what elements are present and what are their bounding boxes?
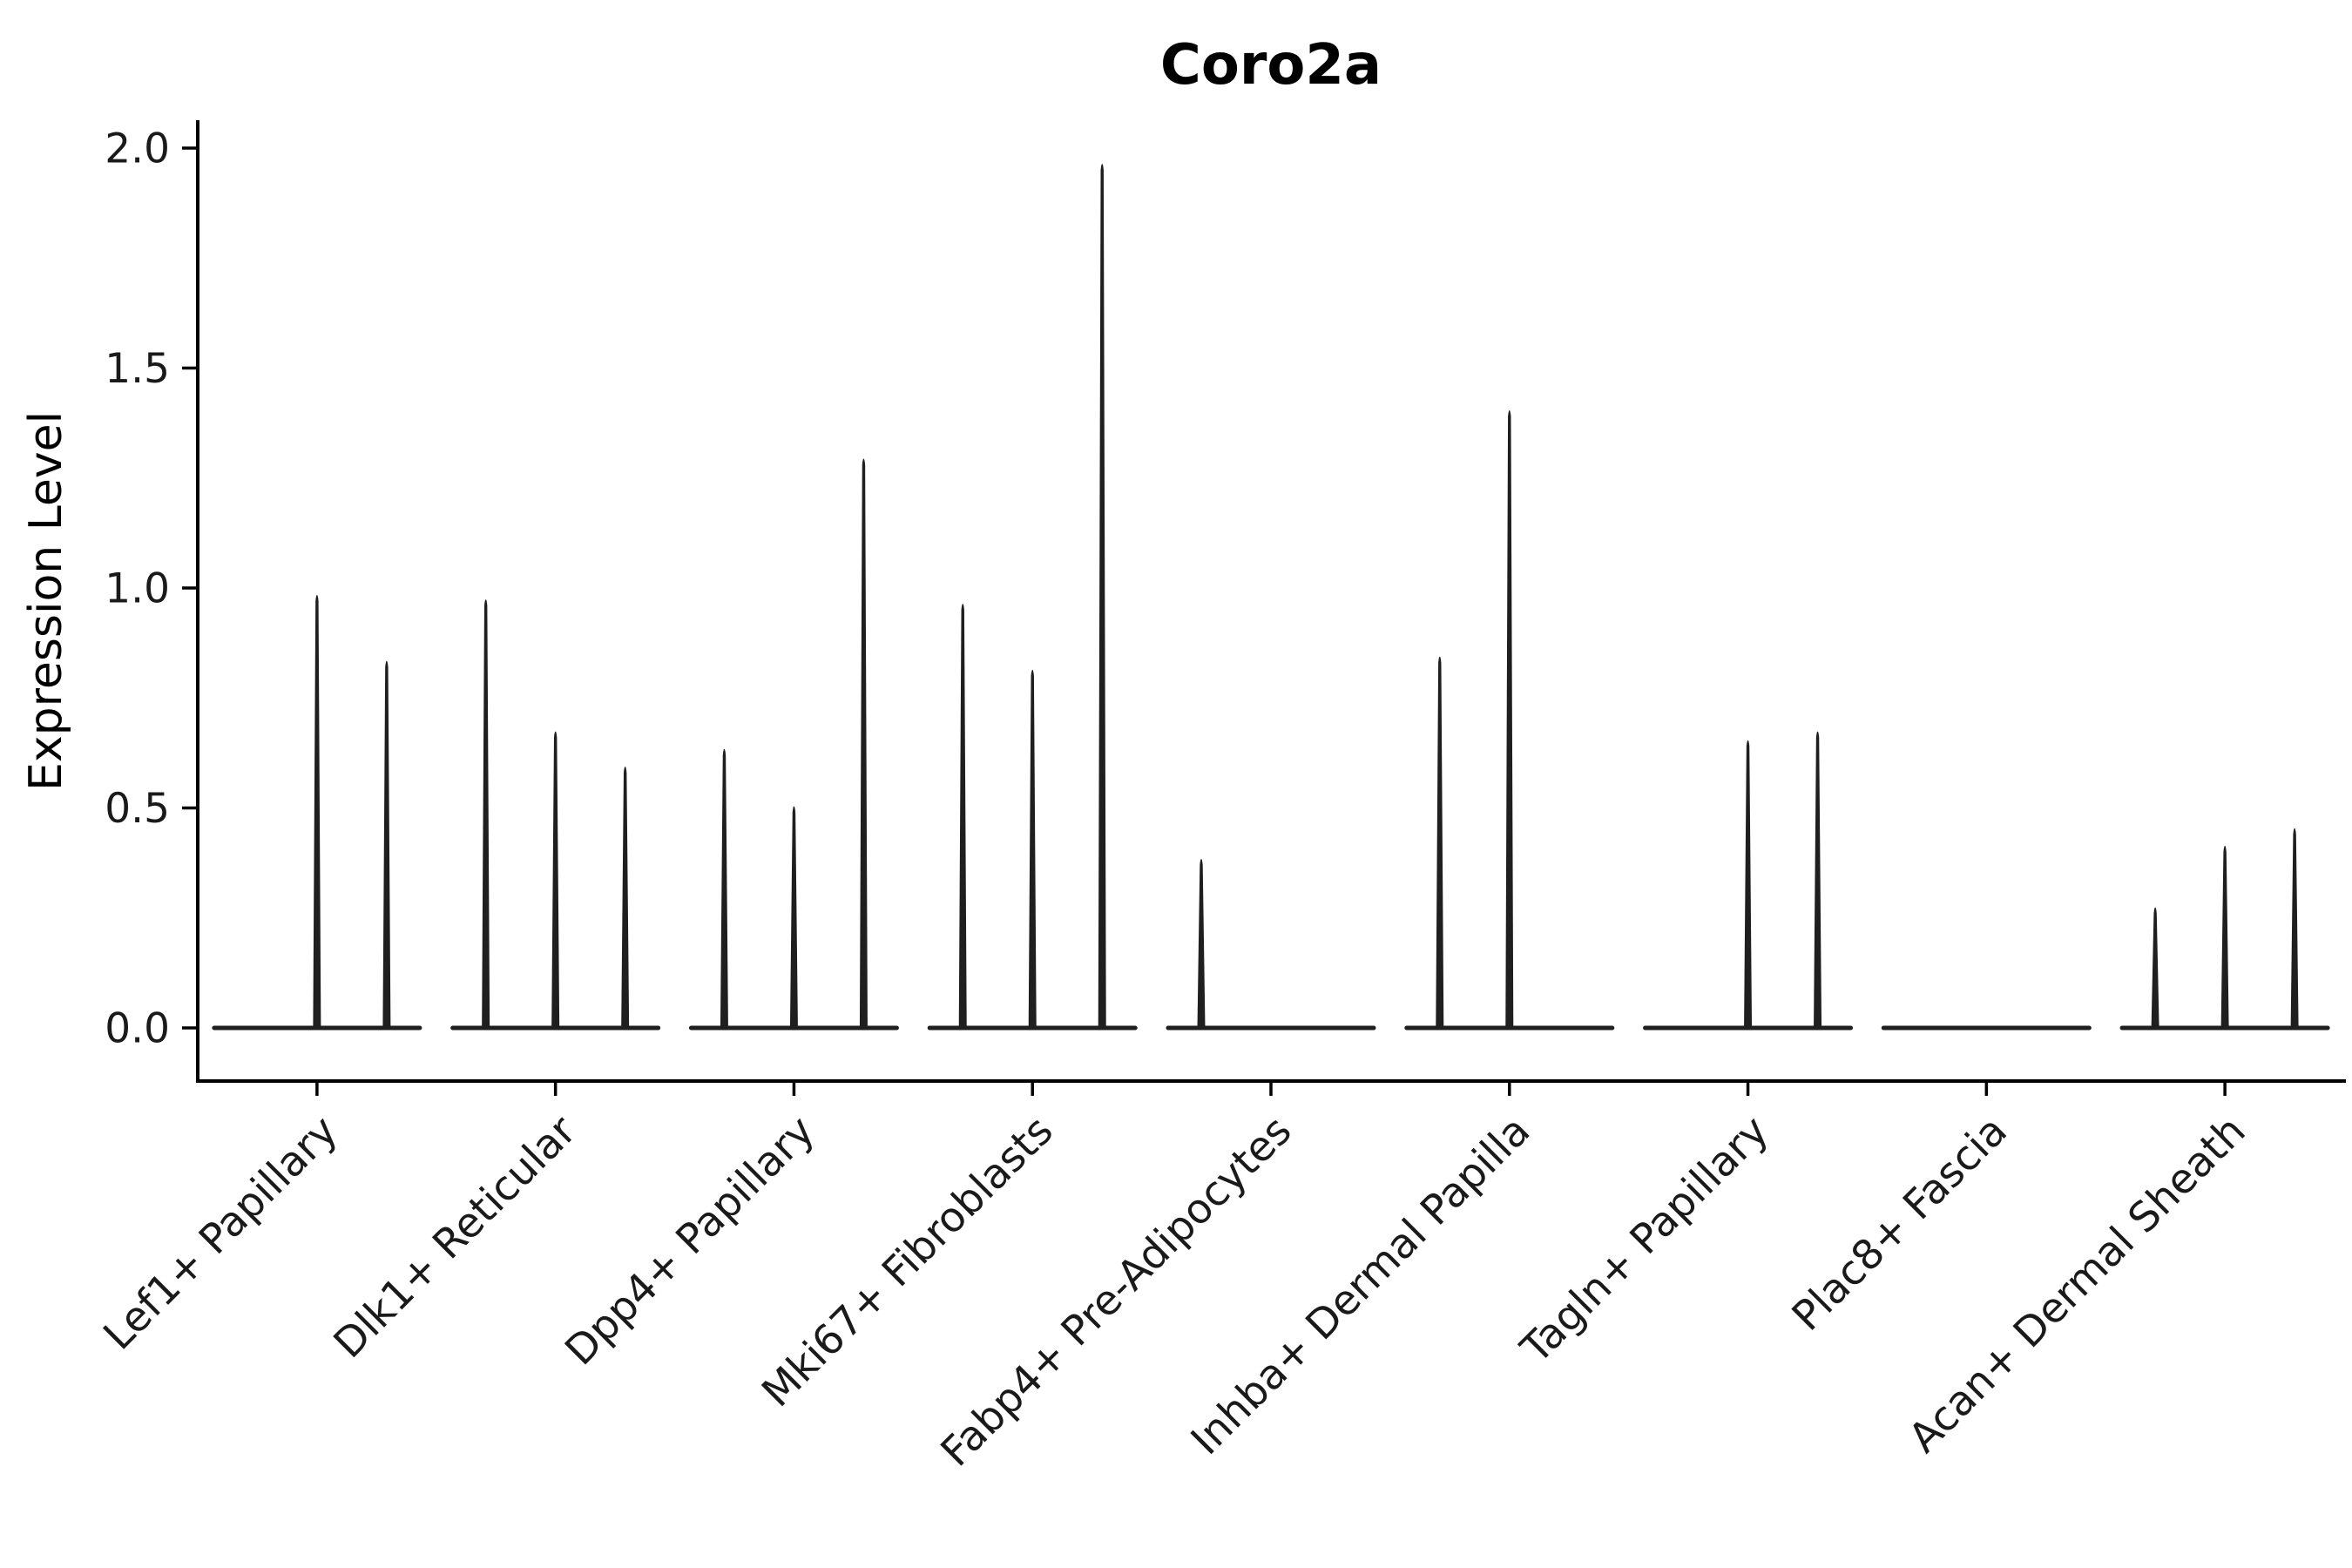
violin-spike: [1436, 656, 1444, 1029]
x-tick-label: Lef1+ Papillary: [94, 1107, 347, 1360]
violin-spike: [1028, 669, 1037, 1029]
x-tick-label: Dlk1+ Reticular: [325, 1106, 586, 1368]
x-tick-label: Plac8+ Fascia: [1783, 1107, 2017, 1341]
x-tick-label: Dpp4+ Papillary: [556, 1107, 824, 1375]
violin-spike: [2220, 845, 2229, 1029]
violin-spike: [551, 731, 560, 1029]
violin-spike: [621, 767, 630, 1029]
y-tick-label: 0.5: [105, 785, 170, 833]
violin-spike: [1098, 164, 1106, 1029]
x-tick-label: Tagln+ Papillary: [1511, 1107, 1778, 1374]
y-axis-label: Expression Level: [20, 411, 72, 791]
violin-spike: [1744, 740, 1753, 1029]
chart-title: Coro2a: [1160, 33, 1382, 98]
violin-spike: [1505, 409, 1514, 1029]
violin-spike: [958, 604, 967, 1029]
y-tick-label: 1.0: [105, 564, 170, 612]
y-tick-label: 1.5: [105, 345, 170, 393]
violin-spike: [859, 458, 868, 1029]
violin-spike: [482, 599, 490, 1029]
violin-spike: [382, 660, 391, 1029]
violin-spike: [313, 595, 321, 1029]
violin-spike: [1814, 731, 1822, 1029]
y-tick-label: 0.0: [105, 1004, 170, 1052]
violin-spike: [1197, 859, 1206, 1029]
violin-spike: [720, 748, 728, 1029]
violin-spike: [2290, 828, 2299, 1029]
y-tick-label: 2.0: [105, 125, 170, 172]
violin-spike: [2151, 907, 2159, 1029]
violin-spike: [789, 806, 798, 1029]
